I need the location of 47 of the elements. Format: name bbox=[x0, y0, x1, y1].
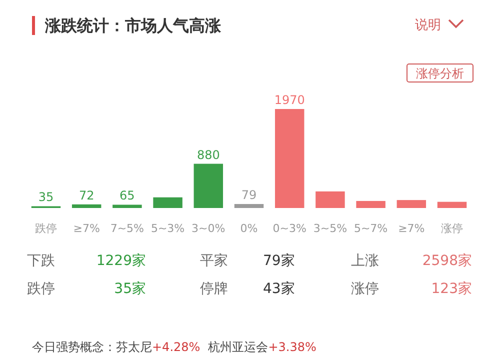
text: 杭州亚运会 bbox=[207, 340, 268, 354]
text: 79家 bbox=[263, 253, 295, 269]
bar bbox=[72, 204, 102, 208]
bar bbox=[274, 109, 304, 208]
bar bbox=[437, 202, 467, 208]
text: 1229家 bbox=[96, 253, 146, 269]
text: 说明 bbox=[415, 18, 441, 33]
data-label: 35 bbox=[38, 190, 54, 204]
text: 43家 bbox=[263, 281, 295, 297]
bar bbox=[356, 200, 386, 208]
text: 芬太尼 bbox=[116, 340, 152, 354]
x-tick-label: 0% bbox=[240, 222, 258, 235]
text: 涨停分析 bbox=[416, 66, 464, 80]
x-tick-label: 3~5% bbox=[313, 222, 348, 235]
text: 2598家 bbox=[422, 253, 472, 269]
x-tick-label: 0~3% bbox=[272, 222, 306, 235]
bar bbox=[234, 204, 264, 208]
text: 今日强势概念： bbox=[32, 340, 116, 354]
text: 跌停 bbox=[27, 281, 55, 297]
text: 停牌 bbox=[200, 281, 228, 297]
x-tick-label: 3~0% bbox=[192, 222, 226, 235]
text: +3.38% bbox=[268, 340, 316, 354]
x-tick-label: ≥7% bbox=[73, 222, 100, 235]
bar bbox=[396, 200, 426, 208]
bar bbox=[316, 191, 345, 208]
data-label: 1970 bbox=[274, 93, 305, 107]
bar bbox=[112, 204, 142, 208]
data-label: 72 bbox=[78, 188, 94, 202]
data-label: 79 bbox=[241, 188, 257, 202]
text: 上涨 bbox=[351, 253, 379, 269]
text: 35家 bbox=[114, 281, 146, 297]
x-tick-label: 5~3% bbox=[150, 222, 185, 235]
x-tick-label: 跌停 bbox=[34, 222, 57, 235]
data-label: 65 bbox=[120, 188, 135, 203]
bar bbox=[194, 164, 224, 208]
text: 涨停 bbox=[351, 281, 379, 297]
chart-title: 涨跌统计：市场人气高涨 bbox=[44, 16, 222, 35]
x-tick-label: 7~5% bbox=[110, 222, 144, 235]
x-tick-label: ≥7% bbox=[398, 222, 425, 235]
x-tick-label: 涨停 bbox=[441, 222, 464, 235]
text: 平家 bbox=[200, 253, 228, 269]
bar bbox=[153, 197, 182, 208]
text: 下跌 bbox=[27, 253, 55, 269]
text: 123家 bbox=[431, 281, 472, 297]
text: +4.28% bbox=[152, 340, 200, 354]
x-tick-label: 5~7% bbox=[354, 222, 388, 235]
data-label: 880 bbox=[196, 148, 220, 162]
